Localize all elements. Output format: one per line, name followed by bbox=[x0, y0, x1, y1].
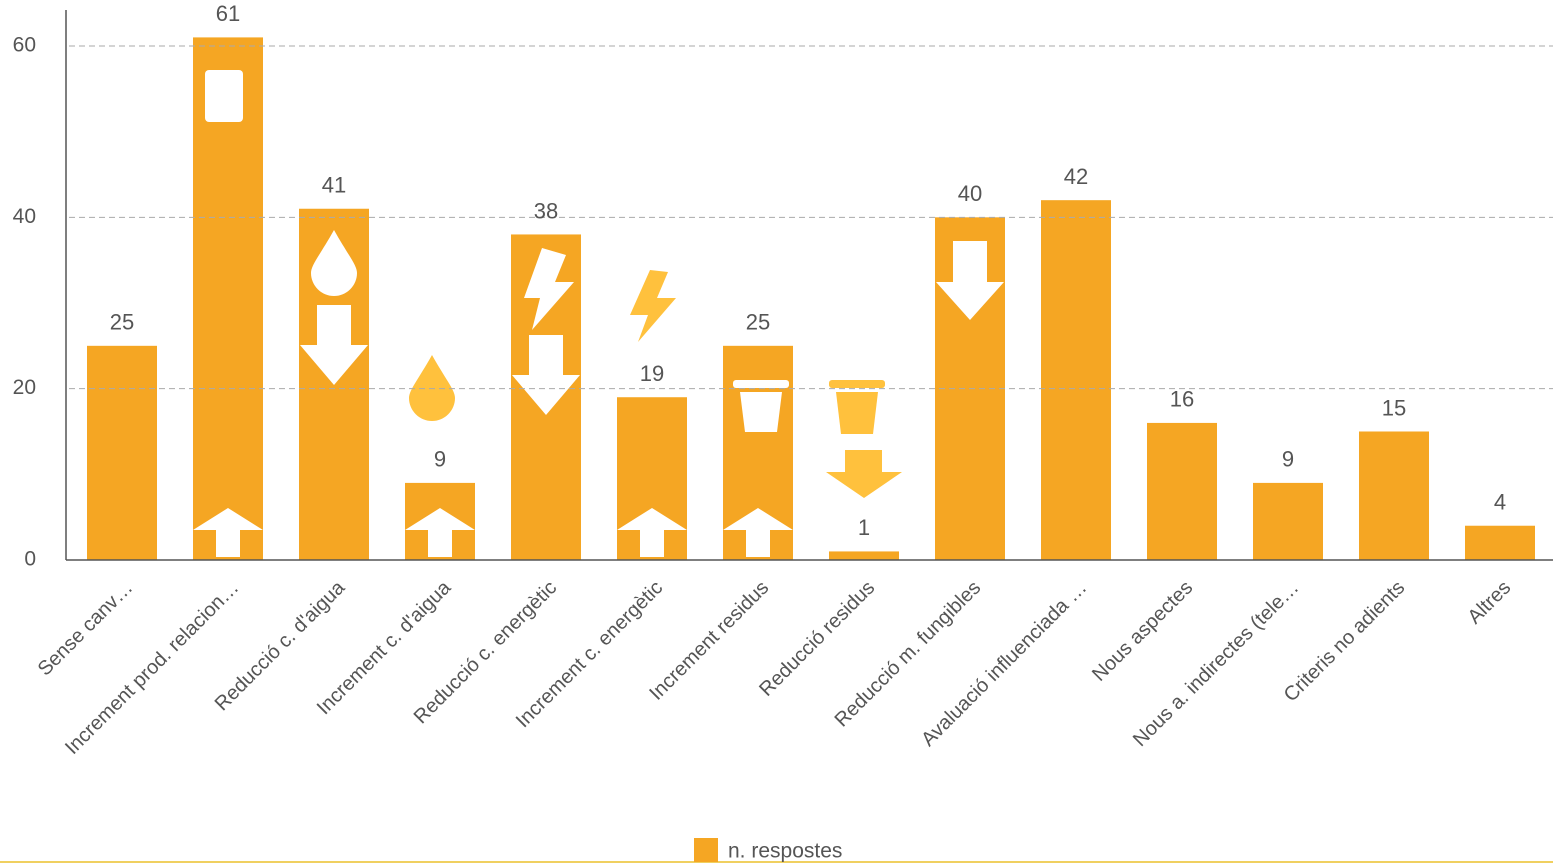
value-label: 25 bbox=[746, 310, 770, 335]
bar bbox=[1359, 431, 1429, 560]
bars bbox=[87, 37, 1535, 561]
value-label: 61 bbox=[216, 1, 240, 26]
value-label: 25 bbox=[110, 310, 134, 335]
y-tick-label: 0 bbox=[24, 548, 36, 571]
x-tick-label: Reducció residus bbox=[755, 577, 879, 701]
bar bbox=[1147, 422, 1217, 560]
value-label: 9 bbox=[434, 447, 446, 472]
bar bbox=[1465, 525, 1535, 560]
bar bbox=[193, 37, 263, 561]
value-label: 41 bbox=[322, 173, 346, 198]
value-label: 4 bbox=[1494, 490, 1506, 515]
icons bbox=[193, 70, 1004, 557]
x-tick-label: Sense canv… bbox=[34, 577, 138, 681]
value-label: 40 bbox=[958, 181, 982, 206]
value-label: 9 bbox=[1282, 447, 1294, 472]
value-label: 42 bbox=[1064, 164, 1088, 189]
value-label: 1 bbox=[858, 515, 870, 540]
y-tick-label: 40 bbox=[13, 205, 36, 228]
x-tick-label: Nous aspectes bbox=[1088, 577, 1197, 686]
x-tick-label: Increment prod. relacion… bbox=[61, 577, 243, 759]
value-label: 19 bbox=[640, 361, 664, 386]
legend-swatch bbox=[694, 838, 718, 862]
value-label: 38 bbox=[534, 198, 558, 223]
y-tick-label: 20 bbox=[13, 376, 36, 399]
legend-label: n. respostes bbox=[728, 840, 842, 863]
y-tick-label: 60 bbox=[13, 34, 36, 57]
bar bbox=[1253, 482, 1323, 560]
bar bbox=[829, 551, 899, 560]
value-label: 15 bbox=[1382, 395, 1406, 420]
bar bbox=[1041, 200, 1111, 560]
x-tick-label: Increment residus bbox=[645, 577, 773, 705]
bar bbox=[87, 345, 157, 560]
value-label: 16 bbox=[1170, 387, 1194, 412]
x-tick-label: Altres bbox=[1464, 577, 1516, 629]
